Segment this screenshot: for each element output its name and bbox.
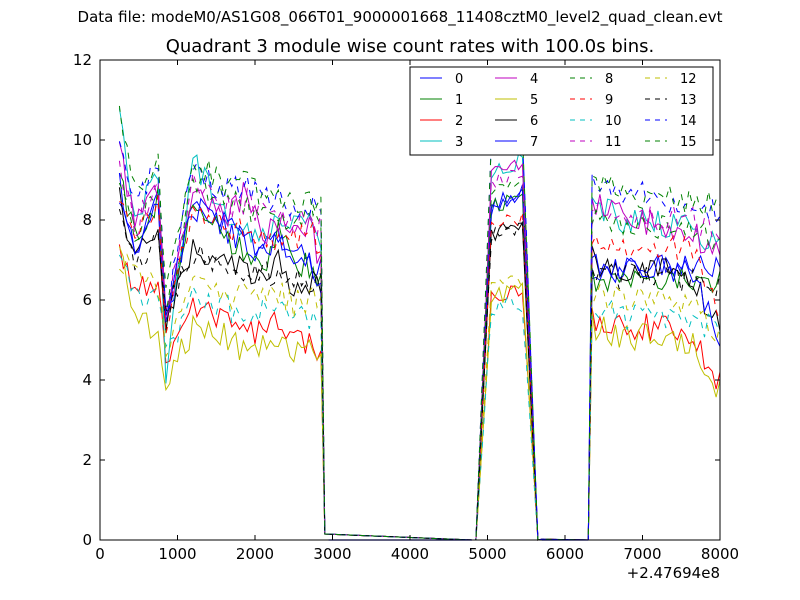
y-tick-label: 12 [73,51,92,69]
y-tick-label: 10 [73,131,92,149]
legend-box [409,66,714,156]
x-tick-label: 4000 [391,545,429,563]
axis-ticks: 0 1000 2000 3000 4000 5000 6000 7000 80000246810… [73,51,739,563]
legend-label-12: 12 [680,72,697,87]
series-line-12 [119,253,721,541]
legend-label-4: 4 [530,72,538,87]
y-tick-label: 6 [82,291,92,309]
legend-label-1: 1 [455,93,463,108]
legend-label-7: 7 [530,135,538,150]
series-line-9 [119,195,721,541]
legend-label-0: 0 [455,72,463,87]
y-tick-label: 0 [82,531,92,549]
legend-label-8: 8 [605,72,613,87]
series-line-11 [118,160,721,541]
legend-label-14: 14 [680,114,697,129]
legend-label-15: 15 [680,135,697,150]
x-tick-label: 6000 [546,545,584,563]
series-line-15 [118,105,721,541]
chart-title: Quadrant 3 module wise count rates with … [165,36,655,57]
x-tick-label: 2000 [236,545,274,563]
series-line-13 [118,208,721,541]
series-line-10 [118,254,721,541]
x-tick-label: 5000 [468,545,506,563]
y-tick-label: 8 [82,211,92,229]
legend-label-13: 13 [680,93,697,108]
y-tick-label: 4 [82,371,92,389]
series-line-14 [118,129,721,541]
legend-label-6: 6 [530,114,538,129]
x-tick-label: 3000 [313,545,351,563]
legend-label-10: 10 [605,114,622,129]
x-offset-label: +2.47694e8 [627,564,720,582]
page-title: Data file: modeM0/AS1G08_066T01_90000016… [77,8,723,26]
series-line-2 [118,244,721,541]
legend-label-5: 5 [530,93,538,108]
x-tick-label: 0 [95,545,105,563]
series-line-0 [118,187,721,541]
x-tick-label: 7000 [623,545,661,563]
legend-label-9: 9 [605,93,613,108]
legend-label-2: 2 [455,114,463,129]
series-lines [118,105,721,541]
y-tick-label: 2 [82,451,92,469]
legend-label-3: 3 [455,135,463,150]
x-tick-label: 1000 [158,545,196,563]
series-line-8 [118,177,721,541]
series-line-5 [118,246,721,541]
x-tick-label: 8000 [701,545,739,563]
series-line-6 [118,187,721,541]
legend-label-11: 11 [605,135,622,150]
